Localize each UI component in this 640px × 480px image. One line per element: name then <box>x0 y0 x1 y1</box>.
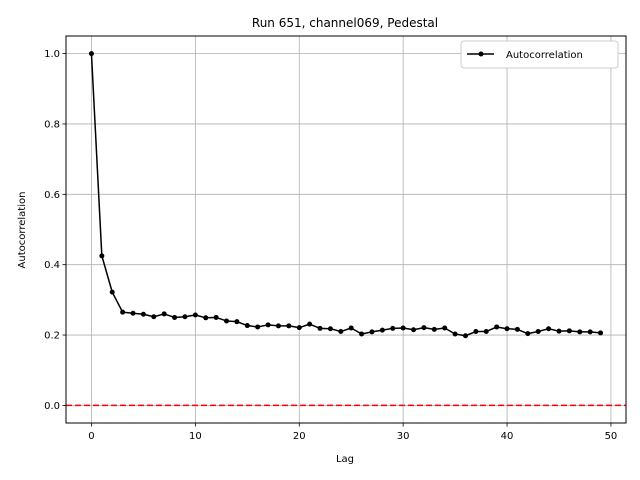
y-tick-label: 0.8 <box>44 119 60 130</box>
data-point <box>327 326 333 332</box>
data-point <box>514 326 520 332</box>
data-point <box>431 326 437 332</box>
x-tick-label: 0 <box>88 431 94 442</box>
y-axis-label: Autocorrelation <box>17 192 28 269</box>
plot-area-frame <box>65 35 627 424</box>
y-tick-label: 0.0 <box>44 401 60 412</box>
data-point <box>192 312 198 318</box>
data-point <box>566 328 572 334</box>
data-point <box>244 323 250 329</box>
data-point <box>379 327 385 333</box>
data-point <box>203 315 209 321</box>
data-point <box>442 325 448 331</box>
data-point <box>462 333 468 339</box>
y-tick-label: 0.6 <box>44 190 60 201</box>
data-point <box>307 321 313 327</box>
y-tick-label: 1.0 <box>44 49 60 60</box>
data-point <box>286 323 292 329</box>
legend: Autocorrelation <box>460 40 619 69</box>
data-point <box>400 325 406 331</box>
x-axis-ticks: 0 10 20 30 40 50 <box>88 423 617 442</box>
x-tick-label: 20 <box>293 431 306 442</box>
x-tick-label: 40 <box>501 431 514 442</box>
data-point <box>182 314 188 320</box>
data-point <box>172 314 178 320</box>
data-point <box>369 329 375 335</box>
data-point <box>421 325 427 331</box>
x-tick-label: 10 <box>189 431 202 442</box>
data-point <box>161 311 167 317</box>
legend-box <box>460 40 619 69</box>
data-point <box>452 331 458 337</box>
data-point <box>504 326 510 332</box>
data-point <box>546 326 552 332</box>
data-point <box>234 319 240 325</box>
data-point <box>296 325 302 331</box>
data-point <box>275 323 281 329</box>
data-point <box>88 51 94 57</box>
data-point <box>130 310 136 316</box>
x-tick-label: 30 <box>397 431 410 442</box>
data-point <box>213 314 219 320</box>
chart-title: Run 651, channel069, Pedestal <box>252 16 438 30</box>
data-point <box>338 329 344 335</box>
data-point <box>483 329 489 335</box>
data-point <box>120 309 126 315</box>
data-point <box>577 329 583 335</box>
data-point <box>556 328 562 334</box>
data-point <box>99 253 105 259</box>
data-point <box>390 325 396 331</box>
data-point <box>473 329 479 335</box>
data-point <box>494 324 500 330</box>
data-point <box>525 331 531 337</box>
legend-marker-swatch <box>478 51 484 57</box>
y-axis-ticks: 0.0 0.2 0.4 0.6 0.8 1.0 <box>44 49 66 412</box>
data-point <box>151 314 157 320</box>
data-point <box>411 327 417 333</box>
data-point <box>348 325 354 331</box>
series-layer <box>88 51 604 339</box>
y-tick-label: 0.2 <box>44 331 60 342</box>
data-point <box>359 331 365 337</box>
x-tick-label: 50 <box>605 431 618 442</box>
data-point <box>140 311 146 317</box>
data-point <box>109 289 115 295</box>
data-point <box>255 324 261 330</box>
x-axis-label: Lag <box>336 454 354 465</box>
y-tick-label: 0.4 <box>44 260 60 271</box>
data-point <box>535 329 541 335</box>
legend-label: Autocorrelation <box>506 50 583 61</box>
data-point <box>587 329 593 335</box>
data-point <box>598 330 604 336</box>
data-point <box>224 318 230 324</box>
data-point <box>317 325 323 331</box>
data-point <box>265 322 271 328</box>
